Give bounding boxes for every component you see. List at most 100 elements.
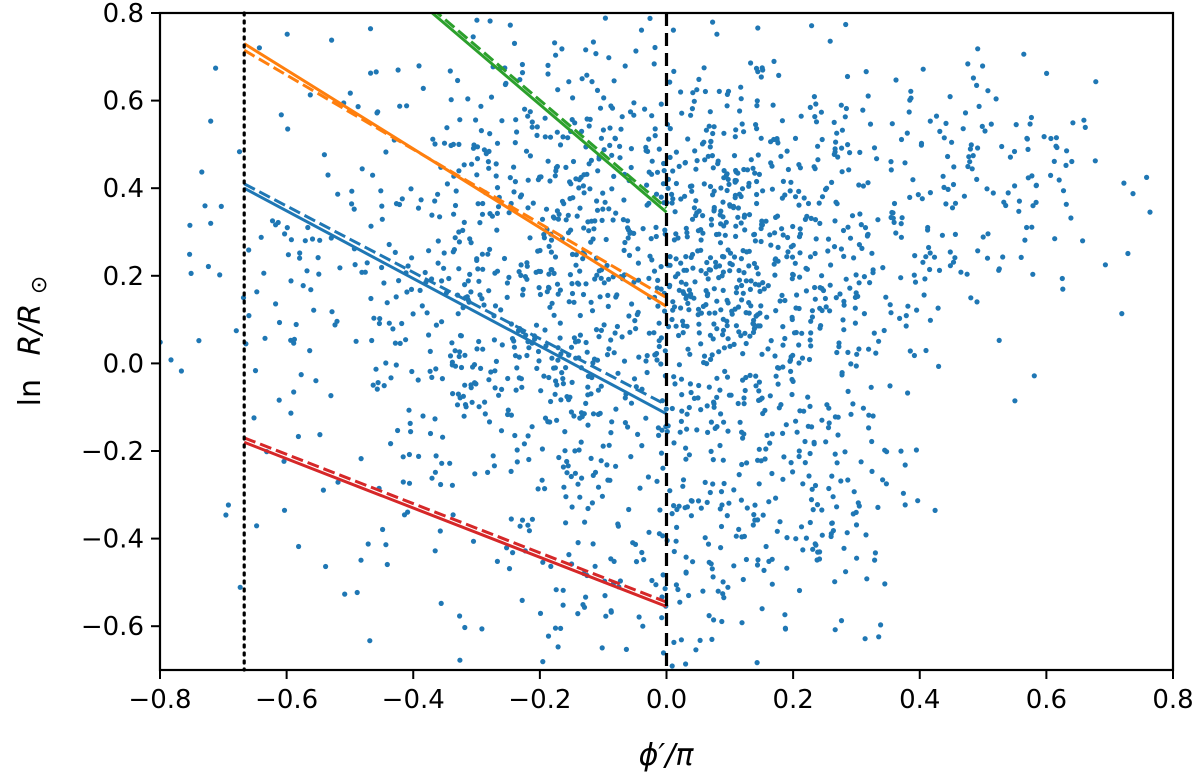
scatter-point [798,113,804,119]
scatter-point [775,381,781,387]
scatter-point [815,143,821,149]
scatter-point [751,232,757,238]
scatter-point [762,456,768,462]
scatter-point [661,168,667,174]
scatter-point [300,283,306,289]
scatter-point [555,345,561,351]
scatter-point [246,247,252,253]
scatter-point [599,217,605,223]
scatter-point [693,647,699,653]
fit-line-dashed-0 [435,13,668,210]
scatter-point [605,303,611,309]
scatter-point [329,37,335,43]
scatter-point [738,256,745,262]
scatter-point [819,136,825,143]
scatter-point [772,272,778,278]
scatter-point [828,262,834,268]
scatter-point [457,117,463,123]
scatter-point [594,207,601,213]
scatter-point [801,408,807,414]
scatter-point [759,606,765,612]
scatter-point [375,109,381,115]
scatter-point [573,262,579,268]
scatter-point [847,285,853,291]
scatter-point [688,294,694,300]
scatter-point [789,254,796,260]
scatter-point [590,411,597,417]
scatter-point [505,375,511,382]
scatter-point [898,275,904,281]
scatter-point [276,319,283,326]
scatter-point [670,307,676,313]
scatter-point [684,234,690,240]
scatter-point [457,349,463,355]
scatter-point [349,201,355,207]
scatter-point [807,337,813,343]
scatter-point [632,318,638,324]
scatter-point [819,532,825,538]
scatter-point [572,448,578,454]
scatter-point [698,237,704,243]
scatter-point [937,128,943,134]
scatter-point [386,241,392,248]
scatter-point [720,214,726,220]
scatter-point [968,295,974,301]
scatter-point [409,368,415,375]
scatter-point [759,395,765,401]
scatter-point [514,129,520,135]
scatter-point [408,429,414,435]
scatter-point [347,90,353,96]
scatter-point [832,451,838,457]
scatter-point [828,533,834,540]
scatter-point [751,326,758,332]
scatter-point [778,153,784,159]
scatter-point [313,378,319,384]
scatter-point [755,457,761,463]
scatter-point [565,230,572,236]
scatter-point [598,458,604,464]
scatter-point [673,582,680,588]
scatter-point [567,196,573,202]
scatter-point [967,159,973,165]
scatter-point [381,383,387,389]
scatter-point [845,477,851,483]
scatter-point [317,237,323,243]
scatter-point [876,338,882,344]
scatter-point [462,352,468,358]
scatter-point [487,131,493,137]
y-tick-label: 0.2 [103,262,144,292]
scatter-point [608,430,614,436]
scatter-point [872,557,878,563]
scatter-point [757,323,763,329]
scatter-point [911,272,917,278]
scatter-point [701,353,708,359]
scatter-point [488,369,494,375]
scatter-point [635,309,641,315]
scatter-point [468,289,474,295]
scatter-point [606,346,612,352]
scatter-point [1053,135,1059,141]
scatter-point [711,207,717,213]
scatter-point [841,253,847,259]
scatter-point [514,459,520,465]
scatter-point [708,448,714,454]
scatter-point [479,251,485,257]
scatter-point [710,336,716,342]
scatter-point [662,586,668,592]
scatter-point [276,397,282,403]
scatter-point [542,115,548,121]
scatter-point [835,432,841,438]
scatter-point [573,176,579,182]
scatter-point [739,121,745,127]
scatter-point [568,473,574,480]
scatter-point [888,167,894,173]
scatter-point [584,72,590,78]
scatter-point [827,38,833,44]
scatter-point [720,316,726,322]
scatter-point [513,387,519,393]
scatter-point [575,540,581,546]
scatter-point [803,535,810,541]
scatter-point [502,81,508,88]
scatter-point [467,271,473,277]
scatter-point [732,192,739,198]
